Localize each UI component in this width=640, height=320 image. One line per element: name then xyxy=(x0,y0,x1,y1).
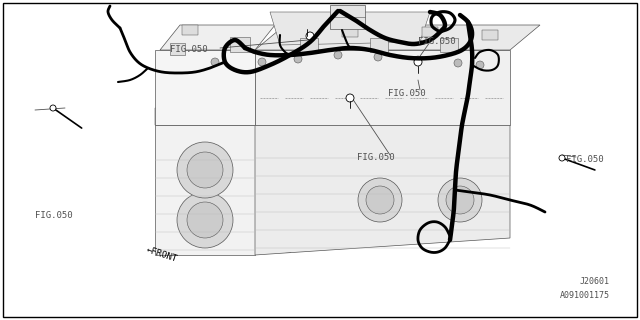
Text: FIG.050: FIG.050 xyxy=(357,154,395,163)
Circle shape xyxy=(258,58,266,66)
Circle shape xyxy=(346,94,354,102)
Circle shape xyxy=(187,202,223,238)
Bar xyxy=(342,27,358,37)
Circle shape xyxy=(306,32,314,40)
Polygon shape xyxy=(330,5,365,29)
Circle shape xyxy=(374,53,382,61)
Polygon shape xyxy=(255,25,540,50)
Bar xyxy=(370,38,388,52)
Polygon shape xyxy=(155,108,510,125)
Polygon shape xyxy=(155,50,255,125)
Circle shape xyxy=(358,178,402,222)
Text: FIG.050: FIG.050 xyxy=(35,211,72,220)
Polygon shape xyxy=(155,125,255,255)
Circle shape xyxy=(476,61,484,69)
Text: FIG.050: FIG.050 xyxy=(566,156,604,164)
Circle shape xyxy=(187,152,223,188)
Polygon shape xyxy=(158,120,290,252)
Bar xyxy=(170,43,185,55)
Bar xyxy=(230,37,250,52)
Bar xyxy=(300,38,318,52)
Circle shape xyxy=(414,56,422,64)
Circle shape xyxy=(334,51,342,59)
Bar xyxy=(422,27,438,37)
Circle shape xyxy=(50,105,56,111)
Polygon shape xyxy=(255,125,510,255)
Polygon shape xyxy=(290,88,420,252)
Text: FIG.050: FIG.050 xyxy=(388,89,426,98)
Polygon shape xyxy=(160,25,275,50)
Circle shape xyxy=(294,55,302,63)
Polygon shape xyxy=(270,12,430,45)
Bar xyxy=(482,30,498,40)
Circle shape xyxy=(366,186,394,214)
Bar xyxy=(182,25,198,35)
Circle shape xyxy=(454,59,462,67)
Text: FIG.050: FIG.050 xyxy=(170,45,207,54)
Circle shape xyxy=(414,58,422,66)
Circle shape xyxy=(559,155,565,161)
Circle shape xyxy=(177,192,233,248)
Polygon shape xyxy=(255,50,510,125)
Circle shape xyxy=(438,178,482,222)
Text: FIG.050: FIG.050 xyxy=(418,37,456,46)
Bar xyxy=(440,38,458,52)
Text: A091001175: A091001175 xyxy=(560,291,610,300)
Circle shape xyxy=(211,58,219,66)
Circle shape xyxy=(446,186,474,214)
Text: J20601: J20601 xyxy=(580,277,610,286)
Text: ←FRONT: ←FRONT xyxy=(145,246,179,264)
Circle shape xyxy=(177,142,233,198)
